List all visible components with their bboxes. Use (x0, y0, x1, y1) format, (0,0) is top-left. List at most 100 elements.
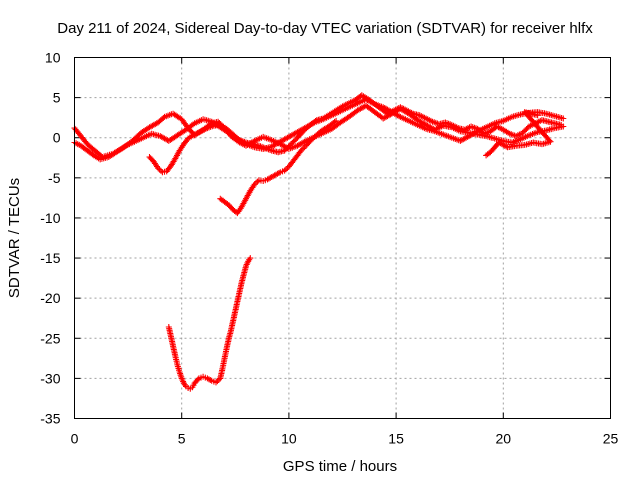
data-point (354, 99, 356, 101)
data-point (399, 116, 401, 118)
data-point (245, 141, 247, 144)
data-point (251, 143, 254, 145)
y-tick-label: -25 (40, 330, 60, 346)
data-point (485, 154, 487, 156)
data-point (219, 198, 221, 200)
data-point (148, 126, 151, 128)
data-point (314, 136, 316, 138)
data-point (382, 117, 384, 120)
data-point (223, 357, 226, 359)
data-point (275, 174, 277, 176)
data-point (494, 122, 496, 124)
data-point (284, 149, 286, 152)
data-point (168, 326, 170, 328)
data-point (524, 144, 526, 146)
data-point (187, 137, 189, 140)
data-point (178, 371, 181, 373)
data-point (80, 135, 82, 137)
data-point (528, 134, 530, 136)
data-point (93, 149, 95, 151)
data-point (519, 138, 522, 140)
data-point (202, 376, 204, 378)
data-point (108, 156, 110, 158)
data-point (496, 125, 498, 128)
x-tick-label: 15 (388, 431, 404, 447)
data-point (348, 102, 350, 104)
data-point (335, 120, 337, 122)
data-point (176, 364, 179, 366)
data-point (243, 273, 245, 275)
x-tick-label: 0 (71, 431, 79, 447)
data-point (200, 130, 202, 132)
x-tick-label: 10 (281, 431, 297, 447)
data-point (253, 183, 256, 185)
data-point (374, 111, 376, 113)
data-point (258, 179, 260, 181)
data-point (247, 260, 249, 262)
data-point (125, 145, 127, 147)
data-point (157, 167, 159, 169)
data-point (537, 114, 539, 116)
data-point (528, 125, 530, 128)
data-point (236, 212, 239, 214)
data-point (530, 113, 532, 115)
data-point (524, 111, 526, 113)
data-point (316, 119, 318, 121)
y-tick-label: 5 (53, 90, 61, 106)
data-point (191, 386, 194, 388)
data-point (187, 387, 189, 389)
data-point (519, 113, 522, 116)
data-point (416, 124, 419, 126)
data-point (502, 120, 504, 122)
data-point (234, 310, 236, 312)
data-points (71, 92, 567, 392)
data-point (296, 137, 299, 139)
data-point (236, 300, 239, 302)
data-point (348, 106, 350, 108)
data-point (238, 291, 241, 293)
data-point (431, 121, 434, 123)
data-point (386, 113, 389, 115)
data-point (444, 121, 447, 124)
data-point (163, 116, 166, 118)
data-point (502, 129, 504, 131)
data-point (93, 154, 95, 156)
data-point (515, 135, 517, 137)
y-axis-label: SDTVAR / TECUs (6, 178, 23, 298)
data-point (86, 143, 88, 145)
data-point (468, 135, 470, 137)
data-point (288, 166, 290, 168)
data-point (408, 120, 410, 122)
data-point (303, 129, 305, 132)
data-point (228, 337, 230, 339)
data-point (451, 124, 453, 126)
data-point (253, 140, 256, 142)
data-point (238, 139, 241, 141)
series-trace-f (483, 109, 554, 159)
data-point (151, 133, 153, 135)
series-trace-e (165, 255, 254, 392)
chart-title: Day 211 of 2024, Sidereal Day-to-day VTE… (57, 20, 593, 37)
data-point (189, 388, 191, 390)
data-point (305, 145, 307, 147)
data-point (170, 336, 172, 338)
data-point (502, 140, 504, 142)
data-point (305, 140, 307, 142)
data-point (560, 124, 562, 126)
x-tick-label: 20 (496, 431, 512, 447)
data-point (296, 145, 299, 147)
data-point (217, 121, 219, 123)
data-point (183, 382, 185, 384)
data-point (116, 150, 118, 152)
data-point (464, 129, 466, 131)
data-point (296, 154, 299, 156)
data-point (271, 139, 273, 141)
x-tick-label: 25 (603, 431, 619, 447)
data-point (341, 105, 344, 108)
data-point (221, 368, 224, 370)
data-point (425, 124, 427, 126)
data-point (457, 127, 459, 129)
y-tick-labels: 10 5 0 -5 -10 -15 -20 -25 -30 -35 (40, 50, 60, 427)
data-point (157, 121, 159, 124)
